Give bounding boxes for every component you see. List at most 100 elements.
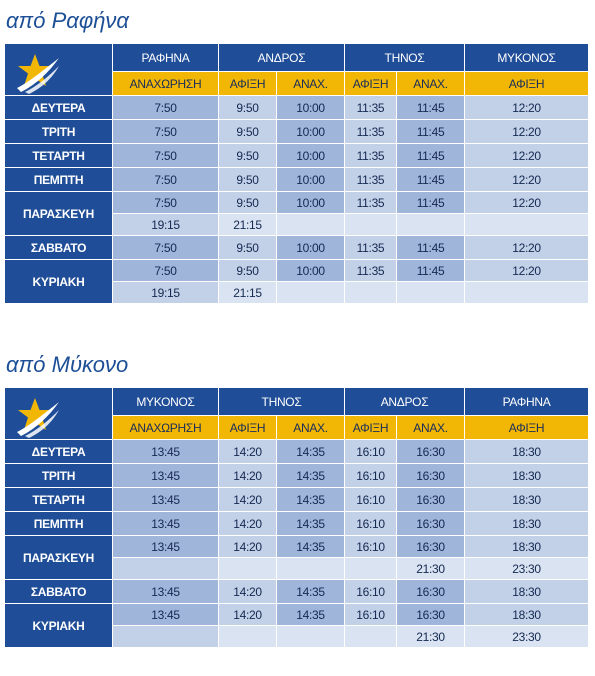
table-row: 21:30 23:30 xyxy=(5,557,590,580)
time-cell: 18:30 xyxy=(464,535,590,558)
section-title-from-mykonos: από Μύκονο xyxy=(6,352,129,377)
time-cell: 18:30 xyxy=(464,463,590,488)
table-row: ΚΥΡΙΑΚΗ 13:45 14:20 14:35 16:10 16:30 18:30 xyxy=(4,603,590,648)
table-row: ΤΕΤΑΡΤΗ 13:45 14:20 14:35 16:10 16:30 18:30 xyxy=(4,487,590,512)
time-cell: 9:50 xyxy=(218,191,277,214)
time-cell: 11:35 xyxy=(344,191,397,214)
day-label: ΚΥΡΙΑΚΗ xyxy=(4,603,113,648)
time-cell: 10:00 xyxy=(276,167,345,192)
time-cell: 7:50 xyxy=(112,235,219,260)
time-cell: 16:10 xyxy=(344,579,398,604)
time-cell: 7:50 xyxy=(112,95,219,120)
column-subheader: ΑΦΙΞΗ xyxy=(218,71,277,96)
time-cell: 12:20 xyxy=(464,259,590,282)
time-cell xyxy=(112,557,219,580)
time-cell: 21:30 xyxy=(396,625,466,648)
time-cell xyxy=(464,281,590,304)
time-cell: 21:15 xyxy=(218,213,277,236)
table-row: ΣΑΒΒΑΤΟ 7:50 9:50 10:00 11:35 11:45 12:20 xyxy=(4,235,590,260)
time-cell: 18:30 xyxy=(464,487,590,512)
table-row: ΤΕΤΑΡΤΗ 7:50 9:50 10:00 11:35 11:45 12:20 xyxy=(4,143,590,168)
column-subheader: ΑΝΑΧ. xyxy=(275,415,346,440)
time-cell: 18:30 xyxy=(464,603,590,626)
table-row: ΣΑΒΒΑΤΟ 13:45 14:20 14:35 16:10 16:30 18:30 xyxy=(4,579,590,604)
time-cell xyxy=(464,213,590,236)
column-subheader: ΑΦΙΞΗ xyxy=(464,415,590,440)
port-header: ΤΗΝΟΣ xyxy=(343,43,466,72)
time-cell: 16:10 xyxy=(344,535,398,558)
table-row: ΤΡΙΤΗ 13:45 14:20 14:35 16:10 16:30 18:30 xyxy=(4,463,590,488)
time-cell xyxy=(344,281,397,304)
time-cell xyxy=(344,557,398,580)
time-cell: 23:30 xyxy=(464,625,590,648)
time-cell: 12:20 xyxy=(464,235,590,260)
time-cell: 11:35 xyxy=(344,167,397,192)
time-cell: 11:45 xyxy=(395,167,466,192)
table-row: ΠΕΜΠΤΗ 13:45 14:20 14:35 16:10 16:30 18:30 xyxy=(4,511,590,536)
time-cell: 10:00 xyxy=(276,259,345,282)
time-cell: 9:50 xyxy=(218,119,277,144)
logo-cell xyxy=(4,387,113,440)
time-cell: 12:20 xyxy=(464,143,590,168)
time-cell: 13:45 xyxy=(112,603,219,626)
time-cell: 14:20 xyxy=(218,511,277,536)
column-subheader: ΑΝΑΧ. xyxy=(396,415,466,440)
time-cell: 16:30 xyxy=(396,579,466,604)
time-cell xyxy=(276,281,345,304)
table-row: ΤΡΙΤΗ 7:50 9:50 10:00 11:35 11:45 12:20 xyxy=(4,119,590,144)
column-subheader: ΑΦΙΞΗ xyxy=(344,415,398,440)
time-cell: 16:30 xyxy=(396,603,466,626)
time-cell: 14:35 xyxy=(275,439,346,464)
time-cell: 7:50 xyxy=(112,143,219,168)
time-cell: 11:35 xyxy=(344,259,397,282)
day-label: ΠΑΡΑΣΚΕΥΗ xyxy=(4,191,113,236)
time-cell: 16:30 xyxy=(396,439,466,464)
day-label: ΤΕΤΑΡΤΗ xyxy=(4,143,113,168)
header-row: ΜΥΚΟΝΟΣ ΤΗΝΟΣ ΑΝΔΡΟΣ ΡΑΦΗΝΑ xyxy=(4,387,590,440)
timetable-from-mykonos: ΜΥΚΟΝΟΣ ΤΗΝΟΣ ΑΝΔΡΟΣ ΡΑΦΗΝΑ ΑΝΑΧΩΡΗΣΗ ΑΦΙΞΗ ΑΝ… xyxy=(4,387,590,648)
time-cell: 18:30 xyxy=(464,439,590,464)
column-subheader: ΑΦΙΞΗ xyxy=(344,71,397,96)
time-cell xyxy=(344,625,398,648)
time-cell: 18:30 xyxy=(464,579,590,604)
time-cell xyxy=(275,557,346,580)
time-cell xyxy=(275,625,346,648)
time-cell: 16:30 xyxy=(396,487,466,512)
time-cell: 16:30 xyxy=(396,463,466,488)
day-label: ΣΑΒΒΑΤΟ xyxy=(4,235,113,260)
column-subheader: ΑΦΙΞΗ xyxy=(464,71,590,96)
star-swoosh-logo-icon xyxy=(17,54,59,94)
time-cell: 14:35 xyxy=(275,579,346,604)
time-cell xyxy=(395,213,466,236)
table-row: ΔΕΥΤΕΡΑ 7:50 9:50 10:00 11:35 11:45 12:20 xyxy=(4,95,590,120)
time-cell: 12:20 xyxy=(464,119,590,144)
time-cell: 11:35 xyxy=(344,119,397,144)
time-cell: 11:45 xyxy=(395,259,466,282)
time-cell: 21:30 xyxy=(396,557,466,580)
time-cell: 11:45 xyxy=(395,191,466,214)
time-cell: 14:20 xyxy=(218,535,277,558)
table-row: 19:15 21:15 xyxy=(5,281,590,304)
time-cell: 23:30 xyxy=(464,557,590,580)
time-cell: 13:45 xyxy=(112,463,219,488)
time-cell: 16:30 xyxy=(396,511,466,536)
port-header: ΤΗΝΟΣ xyxy=(217,387,346,416)
table-row: ΔΕΥΤΕΡΑ 13:45 14:20 14:35 16:10 16:30 18:30 xyxy=(4,439,590,464)
table-row: ΠΑΡΑΣΚΕΥΗ 13:45 14:20 14:35 16:10 16:30 18:30 xyxy=(4,535,590,580)
time-cell: 9:50 xyxy=(218,235,277,260)
port-header: ΑΝΔΡΟΣ xyxy=(218,43,345,72)
time-cell: 7:50 xyxy=(112,119,219,144)
time-cell: 12:20 xyxy=(464,95,590,120)
subheader-row: ΑΝΑΧΩΡΗΣΗ ΑΦΙΞΗ ΑΝΑΧ. ΑΦΙΞΗ ΑΝΑΧ. ΑΦΙΞΗ xyxy=(5,71,590,96)
time-cell: 13:45 xyxy=(112,487,219,512)
day-label: ΠΑΡΑΣΚΕΥΗ xyxy=(4,535,113,580)
subheader-row: ΑΝΑΧΩΡΗΣΗ ΑΦΙΞΗ ΑΝΑΧ. ΑΦΙΞΗ ΑΝΑΧ. ΑΦΙΞΗ xyxy=(5,415,590,440)
column-subheader: ΑΝΑΧΩΡΗΣΗ xyxy=(112,71,219,96)
time-cell xyxy=(218,557,277,580)
time-cell: 10:00 xyxy=(276,191,345,214)
port-header: ΜΥΚΟΝΟΣ xyxy=(464,43,590,72)
table-row: 21:30 23:30 xyxy=(5,625,590,648)
time-cell: 12:20 xyxy=(464,167,590,192)
time-cell xyxy=(112,625,219,648)
time-cell: 13:45 xyxy=(112,511,219,536)
